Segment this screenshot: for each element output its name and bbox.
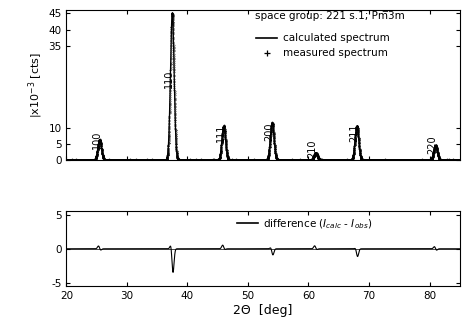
Legend: difference ($\mathit{I}_{calc}$ - $\mathit{I}_{obs}$): difference ($\mathit{I}_{calc}$ - $\math… [237, 217, 372, 231]
Text: 111: 111 [216, 124, 226, 143]
Text: 210: 210 [308, 139, 318, 158]
Y-axis label: |x10$^{-3}$ [cts]: |x10$^{-3}$ [cts] [27, 52, 46, 118]
Text: 220: 220 [428, 135, 438, 154]
Text: 211: 211 [349, 124, 359, 143]
X-axis label: 2Θ  [deg]: 2Θ [deg] [233, 304, 293, 317]
Text: 110: 110 [164, 70, 174, 89]
Text: 100: 100 [91, 131, 101, 149]
Text: 200: 200 [264, 122, 274, 141]
Legend: calculated spectrum, measured spectrum: calculated spectrum, measured spectrum [256, 33, 389, 59]
Text: space group: 221 s.1; Pm̅3m: space group: 221 s.1; Pm̅3m [255, 12, 405, 22]
